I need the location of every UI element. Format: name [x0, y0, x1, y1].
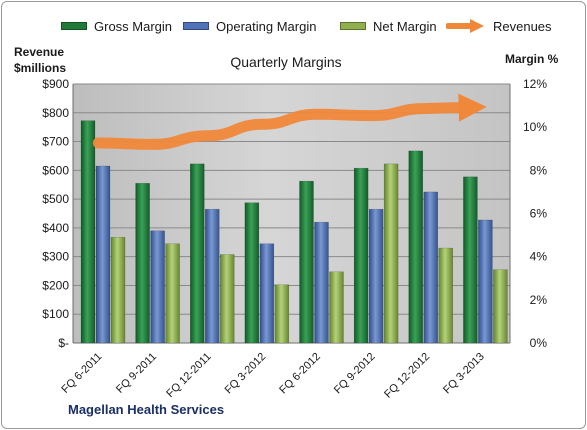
- bar-gross-margin: [353, 167, 369, 344]
- legend-swatch-gross-margin: [61, 22, 87, 30]
- legend-item-gross-margin: Gross Margin: [61, 17, 172, 35]
- x-tick-label: FQ 12-2012: [382, 351, 432, 401]
- bar-operating-margin: [95, 165, 111, 344]
- left-tick-label: $-: [58, 336, 69, 350]
- legend-label-operating-margin: Operating Margin: [216, 18, 317, 34]
- revenues-line: [92, 102, 465, 150]
- bar-gross-margin: [190, 163, 205, 344]
- legend-item-net-margin: Net Margin: [340, 17, 437, 35]
- bar-gross-margin: [463, 176, 478, 344]
- bar-gross-margin: [299, 180, 314, 344]
- chart-legend: Gross Margin Operating Margin Net Margin…: [0, 17, 587, 37]
- right-tick-label: 4%: [530, 250, 548, 264]
- left-tick-label: $300: [42, 250, 69, 264]
- bar-net-margin: [220, 254, 235, 344]
- legend-item-revenues: Revenues: [446, 17, 552, 35]
- left-tick-label: $900: [42, 77, 69, 91]
- bar-operating-margin: [478, 219, 493, 344]
- x-tick-label: FQ 12-2011: [164, 351, 213, 400]
- left-tick-label: $100: [42, 307, 69, 321]
- bar-net-margin: [110, 236, 126, 344]
- legend-label-gross-margin: Gross Margin: [94, 18, 173, 34]
- right-tick-label: 2%: [530, 293, 548, 307]
- left-tick-label: $700: [42, 135, 69, 149]
- bar-operating-margin: [423, 191, 438, 344]
- right-tick-label: 0%: [530, 336, 548, 350]
- left-tick-label: $500: [42, 192, 69, 206]
- legend-arrow-icon: [446, 19, 484, 33]
- revenues-arrowhead: [458, 93, 487, 122]
- right-tick-label: 12%: [523, 77, 547, 91]
- bar-operating-margin: [205, 208, 220, 344]
- x-tick-label: FQ 9-2012: [332, 351, 378, 397]
- bar-net-margin: [438, 247, 453, 344]
- legend-item-operating-margin: Operating Margin: [183, 17, 316, 35]
- bar-operating-margin: [150, 230, 165, 344]
- bar-net-margin: [165, 243, 180, 344]
- legend-swatch-operating-margin: [183, 22, 209, 30]
- bar-net-margin: [329, 271, 344, 344]
- right-tick-label: 6%: [530, 207, 548, 221]
- x-tick-label: FQ 6-2011: [59, 351, 104, 396]
- left-axis-title-line-1: Revenue: [14, 45, 65, 59]
- bar-gross-margin: [135, 183, 150, 344]
- legend-label-revenues: Revenues: [493, 18, 552, 34]
- left-tick-label: $200: [42, 278, 69, 292]
- company-name: Magellan Health Services: [68, 402, 225, 417]
- x-tick-label: FQ 9-2011: [114, 351, 159, 396]
- x-tick-label: FQ 3-2012: [223, 351, 269, 397]
- left-axis-title-line-2: $millions: [14, 61, 67, 75]
- legend-label-net-margin: Net Margin: [373, 18, 437, 34]
- x-tick-label: FQ 3-2013: [441, 351, 487, 397]
- bar-net-margin: [274, 284, 290, 344]
- x-tick-label: FQ 6-2012: [277, 351, 323, 397]
- bar-gross-margin: [408, 150, 423, 344]
- bar-operating-margin: [314, 221, 329, 344]
- left-tick-label: $600: [42, 163, 69, 177]
- bar-net-margin: [383, 163, 399, 344]
- bar-operating-margin: [259, 243, 275, 344]
- bar-gross-margin: [80, 120, 96, 344]
- left-tick-label: $800: [42, 106, 69, 120]
- bar-operating-margin: [368, 208, 384, 344]
- bar-gross-margin: [244, 202, 260, 344]
- legend-swatch-net-margin: [340, 22, 366, 30]
- right-tick-label: 10%: [523, 120, 547, 134]
- left-axis-title: Revenue $millions: [14, 44, 66, 76]
- bar-net-margin: [493, 269, 508, 344]
- right-tick-label: 8%: [530, 163, 548, 177]
- chart-title: Quarterly Margins: [230, 54, 342, 70]
- left-tick-label: $400: [42, 221, 69, 235]
- right-axis-title: Margin %: [505, 52, 559, 66]
